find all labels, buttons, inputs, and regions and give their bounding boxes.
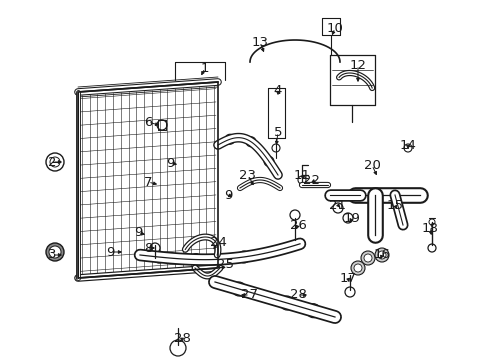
Circle shape [245, 137, 256, 147]
Circle shape [49, 246, 61, 258]
Text: 3: 3 [48, 248, 56, 261]
Circle shape [150, 243, 160, 253]
Text: 6: 6 [143, 116, 152, 129]
Text: 1: 1 [201, 62, 209, 75]
Circle shape [374, 248, 388, 262]
Text: 9: 9 [134, 226, 142, 239]
Text: 28: 28 [173, 332, 190, 345]
Text: 12: 12 [349, 59, 366, 72]
Text: 17: 17 [339, 271, 356, 284]
Circle shape [157, 120, 167, 130]
Circle shape [46, 243, 64, 261]
Circle shape [353, 264, 361, 272]
Circle shape [350, 261, 364, 275]
Circle shape [280, 296, 293, 310]
Circle shape [271, 144, 280, 152]
Circle shape [231, 282, 245, 296]
Circle shape [332, 203, 342, 213]
Circle shape [345, 287, 354, 297]
Text: 28: 28 [289, 288, 306, 302]
Circle shape [283, 299, 290, 307]
Circle shape [235, 285, 243, 293]
Circle shape [377, 251, 385, 259]
Circle shape [427, 244, 435, 252]
Circle shape [342, 213, 352, 223]
Text: 24: 24 [209, 235, 226, 248]
Text: 19: 19 [343, 212, 360, 225]
Text: 8: 8 [143, 242, 152, 255]
Text: 2: 2 [48, 156, 56, 168]
Text: 15: 15 [386, 198, 403, 212]
Circle shape [238, 251, 249, 263]
Circle shape [224, 134, 235, 144]
Text: 21: 21 [329, 198, 346, 212]
Text: 20: 20 [363, 158, 380, 171]
Text: 7: 7 [143, 176, 152, 189]
Text: 16: 16 [373, 248, 389, 261]
Text: 13: 13 [251, 36, 268, 49]
Text: 27: 27 [241, 288, 258, 302]
Text: 18: 18 [421, 221, 438, 234]
Text: 4: 4 [273, 84, 282, 96]
Text: 14: 14 [399, 139, 416, 152]
Circle shape [190, 253, 202, 266]
Circle shape [306, 304, 320, 318]
Text: 9: 9 [165, 157, 174, 170]
Text: 22: 22 [303, 174, 320, 186]
Circle shape [360, 251, 374, 265]
Text: 10: 10 [326, 22, 343, 35]
Circle shape [403, 144, 411, 152]
Circle shape [363, 254, 371, 262]
Circle shape [153, 251, 165, 263]
Text: 23: 23 [239, 168, 256, 181]
Text: 5: 5 [273, 126, 282, 139]
Text: 9: 9 [224, 189, 232, 202]
Circle shape [264, 157, 273, 166]
Circle shape [289, 210, 299, 220]
Text: 25: 25 [216, 258, 233, 271]
Circle shape [309, 307, 317, 315]
Text: 11: 11 [293, 168, 310, 181]
Text: 9: 9 [105, 246, 114, 258]
Text: 26: 26 [289, 219, 306, 231]
